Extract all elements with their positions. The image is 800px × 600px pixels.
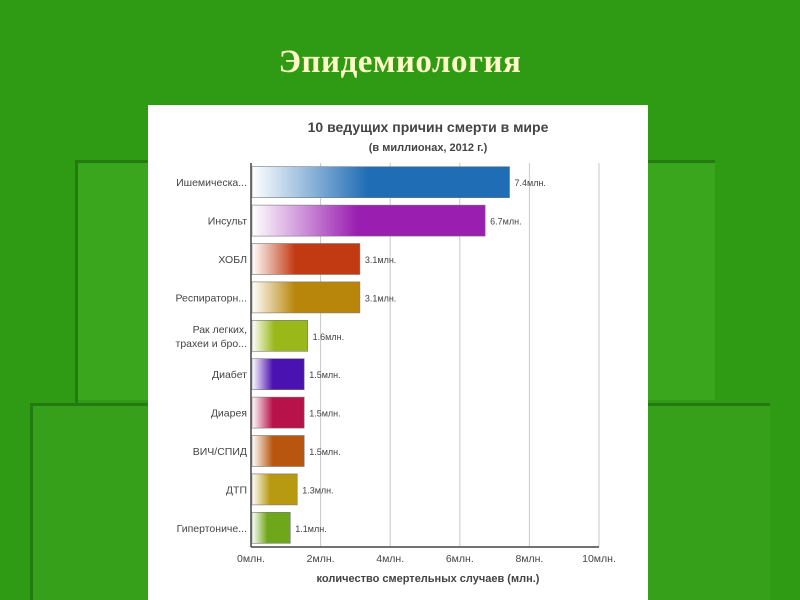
bar bbox=[251, 281, 361, 314]
x-tick-label: 10млн. bbox=[582, 553, 616, 565]
category-label: ХОБЛ bbox=[218, 254, 247, 266]
background-rule-left bbox=[75, 160, 78, 405]
chart-bars bbox=[251, 166, 510, 544]
chart-card: 10 ведущих причин смерти в мире (в милли… bbox=[148, 105, 648, 600]
category-label: ВИЧ/СПИД bbox=[193, 446, 247, 458]
x-tick-label: 2млн. bbox=[307, 553, 335, 565]
bar-value-label: 6.7млн. bbox=[490, 217, 521, 227]
value-labels: 7.4млн. 6.7млн. 3.1млн. 3.1млн. 1.6млн. 1.5мл… bbox=[295, 178, 546, 534]
bar-value-label: 1.3млн. bbox=[302, 485, 333, 495]
category-label: трахеи и бро... bbox=[176, 338, 247, 350]
bar bbox=[251, 358, 305, 390]
bar bbox=[251, 396, 305, 429]
category-label: Ишемическа... bbox=[176, 177, 247, 189]
bar bbox=[251, 320, 308, 352]
category-label: Инсульт bbox=[208, 216, 247, 228]
bar bbox=[251, 435, 305, 467]
bar-value-label: 1.5млн. bbox=[309, 447, 340, 457]
bar bbox=[251, 243, 361, 275]
bar bbox=[251, 511, 291, 544]
category-labels: Ишемическа... Инсульт ХОБЛ Респираторн... Ра… bbox=[175, 177, 247, 535]
bar-chart: 10 ведущих причин смерти в мире (в милли… bbox=[175, 119, 616, 585]
category-label: ДТП bbox=[226, 484, 247, 496]
bar-value-label: 1.5млн. bbox=[309, 409, 340, 419]
bar-value-label: 7.4млн. bbox=[515, 178, 546, 188]
bar-value-label: 1.1млн. bbox=[295, 524, 326, 534]
x-axis-label: количество смертельных случаев (млн.) bbox=[317, 573, 540, 585]
bar bbox=[251, 473, 298, 506]
bar-value-label: 3.1млн. bbox=[365, 293, 396, 303]
category-label: Респираторн... bbox=[175, 292, 247, 304]
category-label: Диарея bbox=[211, 408, 247, 420]
x-tick-label: 0млн. bbox=[237, 553, 265, 565]
bar bbox=[251, 204, 486, 237]
x-tick-label: 6млн. bbox=[446, 553, 474, 565]
x-tick-label: 4млн. bbox=[376, 553, 404, 565]
x-tick-labels: 0млн. 2млн. 4млн. 6млн. 8млн. 10млн. bbox=[237, 553, 616, 565]
category-label: Диабет bbox=[212, 369, 247, 381]
x-tick-label: 8млн. bbox=[515, 553, 543, 565]
slide-title: Эпидемиология bbox=[278, 44, 522, 80]
bar-value-label: 1.5млн. bbox=[309, 370, 340, 380]
bar-value-label: 3.1млн. bbox=[365, 255, 396, 265]
chart-subtitle: (в миллионах, 2012 г.) bbox=[369, 142, 488, 154]
category-label: Рак легких, bbox=[193, 324, 247, 336]
chart-title: 10 ведущих причин смерти в мире bbox=[308, 119, 549, 135]
bar-value-label: 1.6млн. bbox=[313, 332, 344, 342]
background-rule-lower-left bbox=[30, 403, 33, 600]
bar bbox=[251, 166, 510, 199]
category-label: Гипертониче... bbox=[177, 523, 247, 535]
